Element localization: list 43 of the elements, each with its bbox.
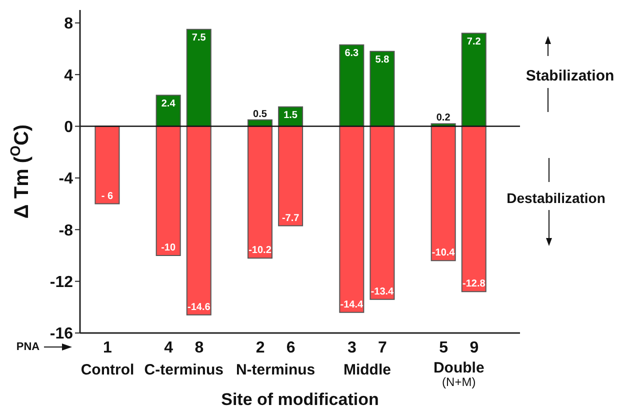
y-tick-label: -4 [58,170,74,188]
data-label: 0.2 [436,112,451,124]
data-label: 2.4 [161,98,176,110]
y-tick-label: -12 [50,274,74,291]
x-tick-label: 9 [470,339,479,356]
data-label: -14.6 [187,302,211,313]
data-label: 1.5 [284,110,298,121]
x-tick-label: 6 [286,339,296,356]
x-axis-title: Site of modification [221,390,379,409]
text: PNA [16,341,40,353]
x-tick-label: 4 [164,339,174,356]
y-tick-label: -8 [58,222,74,240]
data-label: 0.5 [253,108,268,120]
y-tick-label: 8 [64,16,74,33]
text: C-terminus [144,362,224,378]
text: N-terminus [236,362,316,378]
data-label: 5.8 [375,54,390,66]
y-tick-label: 0 [64,118,74,136]
data-label: -7.7 [282,212,300,224]
data-label: -10 [161,242,176,254]
data-label: -10.2 [248,245,272,256]
data-label: -12.8 [462,278,486,290]
data-label: 6.3 [344,48,360,59]
text: Control [80,362,134,378]
y-tick-label: 4 [64,67,74,84]
y-tick-label: -16 [50,326,74,343]
text: Double [433,360,484,376]
text: (N+M) [442,375,476,389]
text: Middle [343,362,391,378]
data-label: 7.5 [192,32,206,44]
x-tick-label: 2 [256,339,265,356]
x-tick-label: 1 [103,339,112,356]
x-tick-label: 5 [439,339,448,356]
annotation: Destabilization [506,190,606,206]
data-label: 7.2 [466,36,482,48]
data-label: - 6 [101,190,114,202]
data-label: -14.4 [340,299,364,310]
x-tick-label: 7 [378,339,388,356]
data-label: -13.4 [370,286,394,298]
x-tick-label: 3 [347,339,356,356]
data-label: -10.4 [432,248,456,259]
x-tick-label: 8 [194,339,204,356]
text: Stabilization [526,68,614,84]
